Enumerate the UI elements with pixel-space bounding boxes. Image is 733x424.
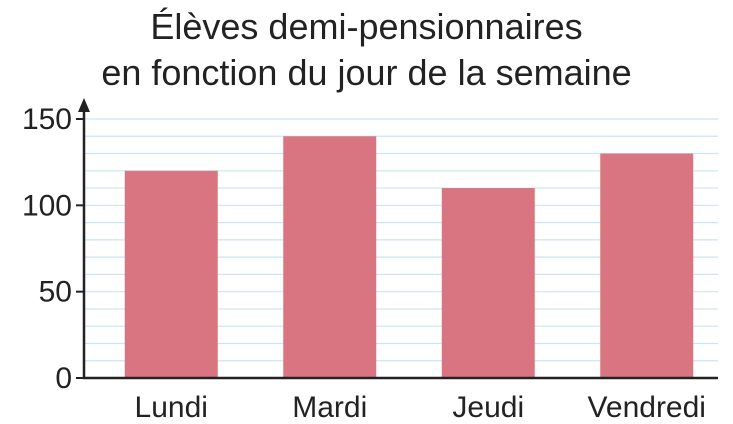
- y-tick-label: 100: [22, 189, 72, 222]
- y-tick-label: 150: [22, 103, 72, 136]
- y-axis-ticks: 0 50 100 150: [22, 103, 84, 395]
- chart-title-line-1: Élèves demi-pensionnaires: [150, 6, 583, 47]
- x-tick-label: Jeudi: [452, 391, 524, 424]
- x-tick-label: Lundi: [135, 391, 208, 424]
- y-tick-label: 0: [55, 362, 72, 395]
- bar-lundi: [124, 170, 218, 378]
- x-tick-label: Vendredi: [588, 391, 706, 424]
- bar-vendredi: [600, 153, 694, 378]
- x-tick-label: Mardi: [292, 391, 367, 424]
- y-tick-label: 50: [39, 276, 72, 309]
- chart-title-line-2: en fonction du jour de la semaine: [101, 52, 632, 93]
- y-axis-arrow-icon: [78, 98, 90, 112]
- chart-title: Élèves demi-pensionnaires en fonction du…: [0, 4, 733, 96]
- bars: [124, 136, 694, 378]
- bar-mardi: [283, 136, 377, 378]
- x-axis-labels: Lundi Mardi Jeudi Vendredi: [135, 391, 706, 424]
- axes: [78, 98, 718, 380]
- bar-jeudi: [441, 188, 535, 378]
